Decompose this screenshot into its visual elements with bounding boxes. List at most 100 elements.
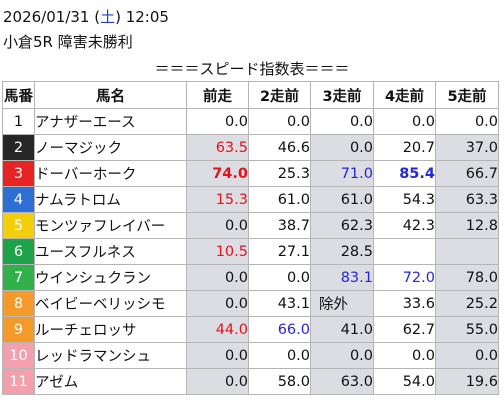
speed-index-cell: 0.0 xyxy=(435,342,499,369)
weekday-label: 土 xyxy=(100,8,116,26)
col-header-4-races-ago: 4走前 xyxy=(373,81,436,109)
speed-index-cell: 71.0 xyxy=(310,160,374,187)
speed-index-cell: 27.1 xyxy=(248,238,311,265)
col-header-5-races-ago: 5走前 xyxy=(435,81,499,109)
race-name: 小倉5R 障害未勝利 xyxy=(3,33,133,51)
table-row: 9 ルーチェロッサ 44.0 66.0 41.0 62.7 55.0 xyxy=(2,316,499,343)
post-number-badge: 9 xyxy=(2,316,35,343)
speed-index-cell: 0.0 xyxy=(186,290,249,317)
speed-index-cell: 62.3 xyxy=(310,212,374,239)
horse-name: ルーチェロッサ xyxy=(34,316,187,343)
speed-index-cell: 0.0 xyxy=(186,212,249,239)
table-title: ＝＝＝スピード指数表＝＝＝ xyxy=(154,60,350,78)
post-number-badge: 2 xyxy=(2,134,35,161)
horse-name: アゼム xyxy=(34,368,187,395)
post-number-badge: 8 xyxy=(2,290,35,317)
horse-name: ドーバーホーク xyxy=(34,160,187,187)
speed-index-cell: 63.3 xyxy=(435,186,499,213)
speed-index-cell: 28.5 xyxy=(310,238,374,265)
horse-name: モンツァフレイバー xyxy=(34,212,187,239)
col-header-3-races-ago: 3走前 xyxy=(310,81,374,109)
speed-index-cell: 33.6 xyxy=(373,290,436,317)
speed-index-cell: 0.0 xyxy=(248,264,311,291)
speed-index-cell: 54.3 xyxy=(373,186,436,213)
post-number-badge: 5 xyxy=(2,212,35,239)
table-row: 5 モンツァフレイバー 0.0 38.7 62.3 42.3 12.8 xyxy=(2,212,499,239)
speed-index-cell: 25.3 xyxy=(248,160,311,187)
speed-index-cell xyxy=(435,238,499,265)
table-row: 4 ナムラトロム 15.3 61.0 61.0 54.3 63.3 xyxy=(2,186,499,213)
post-number-badge: 7 xyxy=(2,264,35,291)
horse-name: ウインシュクラン xyxy=(34,264,187,291)
post-number-badge: 11 xyxy=(2,368,35,395)
speed-index-cell: 15.3 xyxy=(186,186,249,213)
table-row: 1 アナザーエース 0.0 0.0 0.0 0.0 0.0 xyxy=(2,108,499,135)
speed-index-cell: 44.0 xyxy=(186,316,249,343)
speed-index-cell: 0.0 xyxy=(373,108,436,135)
speed-index-cell: 0.0 xyxy=(186,342,249,369)
horse-name: ベイビーベリッシモ xyxy=(34,290,187,317)
post-number-badge: 6 xyxy=(2,238,35,265)
speed-index-cell: 0.0 xyxy=(186,108,249,135)
speed-index-cell: 62.7 xyxy=(373,316,436,343)
speed-index-cell: 0.0 xyxy=(248,108,311,135)
post-number-badge: 3 xyxy=(2,160,35,187)
col-header-last-race: 前走 xyxy=(186,81,249,109)
col-header-horse-name: 馬名 xyxy=(34,81,187,109)
speed-index-cell: 0.0 xyxy=(186,264,249,291)
speed-index-cell: 0.0 xyxy=(310,134,374,161)
speed-index-cell: 66.0 xyxy=(248,316,311,343)
table-row: 8 ベイビーベリッシモ 0.0 43.1 除外 33.6 25.2 xyxy=(2,290,499,317)
speed-index-cell: 63.0 xyxy=(310,368,374,395)
table-header-row: 馬番 馬名 前走 2走前 3走前 4走前 5走前 xyxy=(2,81,499,109)
table-row: 2 ノーマジック 63.5 46.6 0.0 20.7 37.0 xyxy=(2,134,499,161)
speed-index-cell: 0.0 xyxy=(248,342,311,369)
speed-index-cell: 78.0 xyxy=(435,264,499,291)
post-number-badge: 1 xyxy=(2,108,35,135)
speed-index-cell: 10.5 xyxy=(186,238,249,265)
speed-index-cell: 0.0 xyxy=(310,108,374,135)
table-row: 11 アゼム 0.0 58.0 63.0 54.0 19.6 xyxy=(2,368,499,395)
speed-index-cell: 83.1 xyxy=(310,264,374,291)
speed-index-cell: 66.7 xyxy=(435,160,499,187)
speed-index-cell: 85.4 xyxy=(373,160,436,187)
table-row: 7 ウインシュクラン 0.0 0.0 83.1 72.0 78.0 xyxy=(2,264,499,291)
horse-name: アナザーエース xyxy=(34,108,187,135)
speed-index-cell: 38.7 xyxy=(248,212,311,239)
post-number-badge: 4 xyxy=(2,186,35,213)
speed-index-cell: 0.0 xyxy=(310,342,374,369)
col-header-number: 馬番 xyxy=(2,81,35,109)
speed-index-cell: 61.0 xyxy=(310,186,374,213)
speed-index-cell: 除外 xyxy=(310,290,374,317)
table-row: 3 ドーバーホーク 74.0 25.3 71.0 85.4 66.7 xyxy=(2,160,499,187)
speed-index-cell: 37.0 xyxy=(435,134,499,161)
time-text: ) 12:05 xyxy=(115,8,169,26)
speed-index-cell: 74.0 xyxy=(186,160,249,187)
col-header-2-races-ago: 2走前 xyxy=(248,81,311,109)
speed-index-cell: 42.3 xyxy=(373,212,436,239)
speed-index-cell: 0.0 xyxy=(186,368,249,395)
speed-index-cell: 46.6 xyxy=(248,134,311,161)
speed-index-cell: 25.2 xyxy=(435,290,499,317)
race-datetime: 2026/01/31 (土) 12:05 xyxy=(3,8,169,26)
speed-index-cell: 0.0 xyxy=(435,108,499,135)
speed-index-cell: 20.7 xyxy=(373,134,436,161)
speed-index-cell: 54.0 xyxy=(373,368,436,395)
speed-index-cell: 12.8 xyxy=(435,212,499,239)
speed-index-cell: 63.5 xyxy=(186,134,249,161)
speed-index-cell: 61.0 xyxy=(248,186,311,213)
speed-index-cell: 72.0 xyxy=(373,264,436,291)
date-text: 2026/01/31 ( xyxy=(3,8,101,26)
speed-index-cell: 43.1 xyxy=(248,290,311,317)
horse-name: ノーマジック xyxy=(34,134,187,161)
table-row: 6 ユースフルネス 10.5 27.1 28.5 xyxy=(2,238,499,265)
horse-name: ナムラトロム xyxy=(34,186,187,213)
speed-index-cell: 41.0 xyxy=(310,316,374,343)
post-number-badge: 10 xyxy=(2,342,35,369)
horse-name: ユースフルネス xyxy=(34,238,187,265)
speed-index-cell xyxy=(373,238,436,265)
speed-index-cell: 19.6 xyxy=(435,368,499,395)
horse-name: レッドラマンシュ xyxy=(34,342,187,369)
speed-index-cell: 0.0 xyxy=(373,342,436,369)
